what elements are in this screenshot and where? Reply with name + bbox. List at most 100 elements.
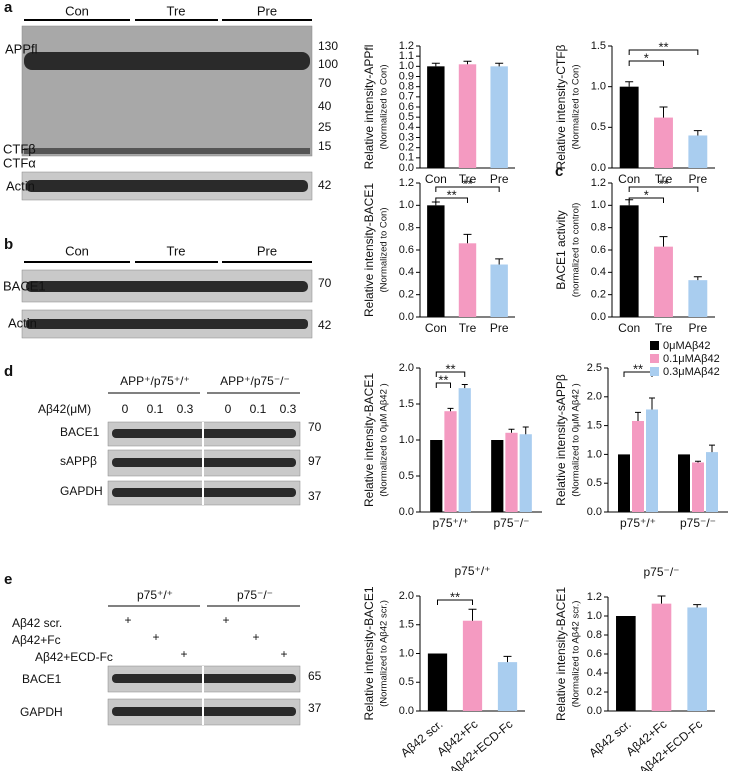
legend-swatch: [650, 367, 659, 376]
y-tick-label: 1.2: [399, 40, 414, 52]
marker: 42: [318, 318, 332, 332]
y-axis-label: Relative intensity-BACE1: [362, 183, 376, 317]
legend-label: 0.1μMAβ42: [663, 353, 720, 365]
y-tick-label: 1.2: [587, 591, 602, 603]
error-bar: [693, 130, 702, 136]
error-bar: [695, 460, 701, 463]
row-label: GAPDH: [20, 705, 63, 719]
significance-label: **: [447, 187, 457, 202]
bar: [688, 280, 708, 317]
group-label: Tre: [166, 243, 185, 258]
legend-label: 0μMAβ42: [663, 340, 711, 352]
y-tick-label: 1.5: [591, 40, 606, 52]
x-tick-label: Pre: [490, 321, 509, 335]
bar: [619, 86, 639, 168]
bar: [678, 454, 690, 512]
y-tick-label: 1.0: [587, 448, 602, 460]
significance-label: **: [445, 361, 455, 376]
error-bar: [657, 595, 666, 604]
bar: [490, 264, 508, 317]
significance-bracket: [628, 60, 664, 66]
bar: [458, 388, 471, 512]
legend-label: 0.3μMAβ42: [663, 366, 720, 378]
group-label: Pre: [257, 3, 277, 18]
y-tick-label: 1.2: [591, 177, 606, 189]
y-tick-label: 1.0: [587, 610, 602, 622]
treatment-label: Aβ42 scr.: [12, 616, 62, 630]
error-bar: [649, 397, 655, 410]
marker: 37: [308, 489, 322, 503]
significance-bracket: [628, 186, 699, 192]
y-axis-sublabel: (Normalized to Aβ42 scr.): [379, 600, 390, 707]
bar: [654, 117, 673, 168]
y-axis-label: Relative intensity-BACE1: [362, 586, 376, 720]
significance-bracket: [435, 382, 451, 388]
error-bar: [508, 428, 515, 433]
y-tick-label: 0.6: [399, 101, 414, 113]
row-label: BACE1: [3, 278, 46, 293]
row-label: sAPPβ: [60, 454, 97, 468]
y-tick-label: 0.2: [399, 142, 414, 154]
bar: [458, 243, 477, 317]
marker: 25: [318, 120, 332, 134]
y-tick-label: 0.5: [591, 121, 606, 133]
y-tick-label: 1.5: [587, 420, 602, 432]
y-tick-label: 0.0: [591, 162, 606, 174]
y-axis-label: Relative intensity-BACE1: [362, 373, 376, 507]
y-axis-label: Relative intensity-sAPPβ: [554, 374, 568, 506]
plus: +: [280, 647, 287, 661]
x-tick-label: Pre: [688, 172, 707, 186]
y-tick-label: 2.0: [399, 362, 414, 374]
marker: 130: [318, 39, 338, 53]
panel-letter: c: [555, 163, 563, 180]
y-tick-label: 0.7: [399, 91, 414, 103]
row-label: BACE1: [22, 672, 62, 686]
significance-bracket: [628, 197, 664, 203]
y-tick-label: 1.0: [591, 199, 606, 211]
error-bar: [503, 655, 512, 663]
plus: +: [124, 613, 131, 627]
marker: 15: [318, 139, 332, 153]
bar: [688, 135, 708, 168]
y-tick-label: 0.5: [399, 111, 414, 123]
y-tick-label: 1.0: [399, 199, 414, 211]
y-tick-label: 1.0: [399, 434, 414, 446]
marker: 37: [308, 701, 322, 715]
y-tick-label: 0.6: [587, 648, 602, 660]
y-axis-sublabel: (Normalized to Aβ42 scr.): [571, 601, 582, 708]
group-label: Con: [65, 243, 89, 258]
blot-image: [21, 25, 313, 157]
legend-swatch: [650, 341, 659, 350]
error-bar: [463, 60, 472, 65]
bar: [497, 662, 518, 711]
x-tick-label: Pre: [490, 172, 509, 186]
group-label: p75⁻/⁻: [237, 588, 273, 602]
y-tick-label: 2.0: [587, 391, 602, 403]
group-label: Con: [65, 3, 89, 18]
bar: [651, 603, 672, 711]
y-tick-label: 0.8: [399, 222, 414, 234]
bar: [458, 64, 477, 168]
y-tick-label: 1.0: [399, 60, 414, 72]
y-tick-label: 0.8: [591, 222, 606, 234]
x-tick-label: Tre: [459, 321, 477, 335]
panel-letter: b: [4, 236, 13, 253]
error-bar: [659, 106, 668, 118]
y-tick-label: 0.8: [399, 81, 414, 93]
plus: +: [222, 613, 229, 627]
y-tick-label: 1.0: [591, 81, 606, 93]
significance-bracket: [435, 197, 468, 203]
x-tick-label: Tre: [655, 321, 673, 335]
group-label: APP⁺/p75⁻/⁻: [220, 374, 290, 388]
y-tick-label: 1.0: [399, 647, 414, 659]
error-bar: [625, 81, 634, 87]
bar: [427, 205, 445, 317]
y-tick-label: 0.4: [399, 121, 414, 133]
row-label: APPfl: [5, 41, 38, 56]
row-label: Actin: [8, 315, 37, 330]
significance-label: **: [462, 176, 472, 191]
bar: [654, 246, 673, 317]
row-label: GAPDH: [60, 484, 103, 498]
chart-title: p75⁻/⁻: [643, 565, 679, 579]
bar: [444, 411, 457, 512]
